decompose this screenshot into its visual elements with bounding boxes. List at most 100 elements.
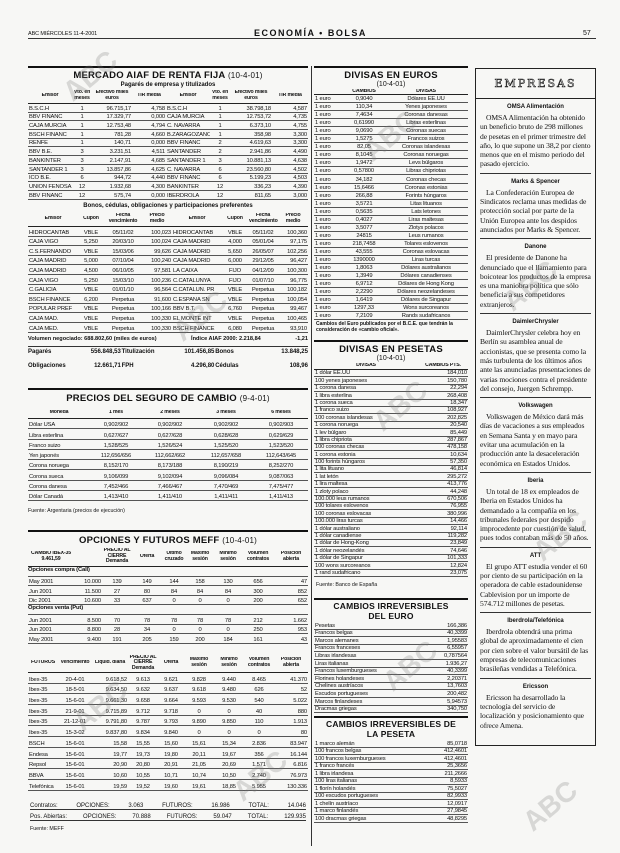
table-cell: Endesa: [29, 751, 48, 758]
table-row: 1 euro 1,5275 Francos suizos: [314, 135, 468, 144]
table-cell: CAJA MURCIA: [29, 123, 67, 130]
table-cell: 8.800: [87, 627, 101, 634]
table-cell: CAJA MAD.: [29, 315, 59, 322]
table-group-label: Opciones compra (Call): [28, 567, 308, 577]
table-cell: 1 euro: [315, 305, 331, 312]
table-cell: 43,555: [355, 248, 373, 255]
total-value: 4.296,80: [191, 363, 215, 369]
table-row: 1 euro 9,0690 Coronas suecas: [314, 127, 468, 136]
table-cell: CAJA MADRID: [29, 258, 67, 265]
summary-row: Contratos: OPCIONES: 3.063 FUTUROS: 16.986 TO…: [30, 803, 306, 810]
table-row: 1 dólar canadiense 119,282: [314, 533, 468, 540]
table-row: ICO B.E. 6 944,72 4,440 BBV FINANC 6 5.199,23 4…: [28, 174, 308, 183]
table-cell: 10.881,13: [246, 157, 272, 164]
table-cell: 9.400: [87, 636, 101, 643]
table-cell: SANTANDER: [167, 149, 201, 156]
table-cell: Corona noruega: [29, 463, 69, 470]
table-cell: 1 euro: [315, 192, 331, 199]
table-cell: Perpetua: [111, 306, 135, 313]
table-cell: 6: [218, 175, 222, 182]
table-cell: 1 euro: [315, 297, 331, 304]
table-row: CAJA MADRID 5,000 07/10/04 100,240 CAJA MADR…: [28, 256, 308, 266]
column-header: Vto. en meses: [211, 90, 229, 101]
table-cell: 15-3-02: [65, 730, 85, 737]
table-row: 1 euro 1,6419 Dólares de Singapur: [314, 296, 468, 305]
abc-watermark: ABC: [516, 774, 584, 837]
table-cell: 41.370: [290, 676, 307, 683]
table-cell: Dólar USA: [29, 422, 56, 429]
table-cell: HIDROCANTAB: [173, 229, 214, 236]
column-header: Oferta: [139, 553, 155, 559]
table-cell: 112,662/662: [154, 453, 186, 460]
table-cell: B.S.C.H: [29, 105, 49, 112]
table-cell: 93,910: [290, 325, 307, 332]
table-cell: 1 euro: [315, 240, 331, 247]
column-header: PRECIO AL CIERRE Demanda: [103, 548, 131, 565]
summary-label: FUTUROS:: [162, 803, 193, 809]
table-cell: BSCH FINANC: [29, 131, 67, 138]
table-cell: 1297,33: [354, 305, 374, 312]
table-cell: 11.500: [84, 588, 102, 595]
table-row: 1 lira maltesa 413,776: [314, 481, 468, 489]
table-row: Jun 2001 8.800 28 34 0 0 0 250 953: [28, 625, 308, 635]
table-cell: 6.373,10: [249, 123, 272, 130]
table-row: 1 corona danesa 22,294: [314, 385, 468, 393]
table-cell: 9.890: [192, 719, 206, 726]
table-cell: 7,466/467: [157, 484, 183, 491]
table-cell: Dólares australianos: [401, 265, 451, 272]
table-cell: 78: [196, 617, 204, 624]
table-cell: 1 dólar EE.UU: [315, 370, 351, 377]
table-cell: 0: [197, 708, 201, 715]
table-cell: 40,3399: [447, 630, 467, 637]
table-row: 1 franco suizo 108,927: [314, 407, 468, 415]
table-cell: 9.715,89: [105, 708, 128, 715]
table-cell: 5,250: [84, 239, 98, 246]
table-cell: 1 euro: [315, 232, 331, 239]
table-cell: Liras maltesas: [408, 216, 444, 223]
table-cell: 9,102/094: [157, 473, 183, 480]
table-cell: 6,55957: [447, 645, 467, 652]
table-row: 1 corona sueca 18,347: [314, 400, 468, 407]
table-cell: 9.664: [164, 698, 178, 705]
table-cell: 6: [218, 166, 222, 173]
table-cell: FIJO: [229, 267, 241, 274]
table-cell: Tolares eslovenos: [404, 240, 448, 247]
header-divider: [28, 38, 596, 39]
table-cell: 119,282: [447, 532, 468, 539]
table-cell: VBLE: [227, 315, 243, 322]
table-cell: 15,55: [136, 740, 150, 747]
summary-label: FUTUROS:: [166, 814, 198, 820]
table-cell: 287,867: [447, 436, 467, 443]
table-cell: C. NAVARRA: [167, 123, 201, 130]
table-row: Jun 2001 11.500 27 80 84 84 84 300 852: [28, 586, 308, 596]
table-cell: 184: [223, 636, 233, 643]
table-cell: 23,849: [450, 540, 467, 547]
table-cell: 01/07/10: [252, 277, 274, 284]
column-header: Fecha vencimiento: [108, 212, 138, 224]
table-cell: 4,758: [151, 105, 165, 112]
table-cell: 15,34: [222, 740, 236, 747]
table-cell: 2: [218, 149, 222, 156]
table-cell: 1 dólar australiano: [315, 525, 360, 532]
table-cell: 15-6-01: [65, 762, 85, 769]
table-cell: 295,272: [447, 473, 467, 480]
summary-row: Pos. Abiertas: OPCIONES: 70.888 FUTUROS: 59.…: [30, 814, 306, 821]
table-cell: VBLE: [83, 248, 99, 255]
table-cell: 4,440: [151, 175, 165, 182]
table-row: 1 dólar EE.UU 184,010: [314, 370, 468, 378]
table-cell: 4,587: [293, 105, 307, 112]
column-header: Posición abierta: [280, 657, 302, 668]
table-cell: 100,330: [151, 315, 171, 322]
table-cell: Perpetua: [111, 296, 135, 303]
table-cell: Libras chipriotas: [406, 168, 446, 175]
table-cell: 05/01/04: [252, 239, 274, 246]
table-row: 1 euro 8,1045 Coronas noruegas: [314, 151, 468, 160]
table-cell: VBLE: [83, 229, 99, 236]
table-cell: 1 euro: [315, 273, 331, 280]
table-cell: 74,646: [450, 547, 467, 554]
table-cell: POPULAR PREF: [29, 306, 72, 313]
table-row: BSCH FINANCE 6,200 Perpetua 91,600 C.ESPAÑA …: [28, 294, 308, 304]
total-value: 101.456,85: [184, 349, 215, 355]
table-cell: Dólares neozelandeses: [397, 289, 455, 296]
table-cell: 7,470/469: [213, 484, 239, 491]
